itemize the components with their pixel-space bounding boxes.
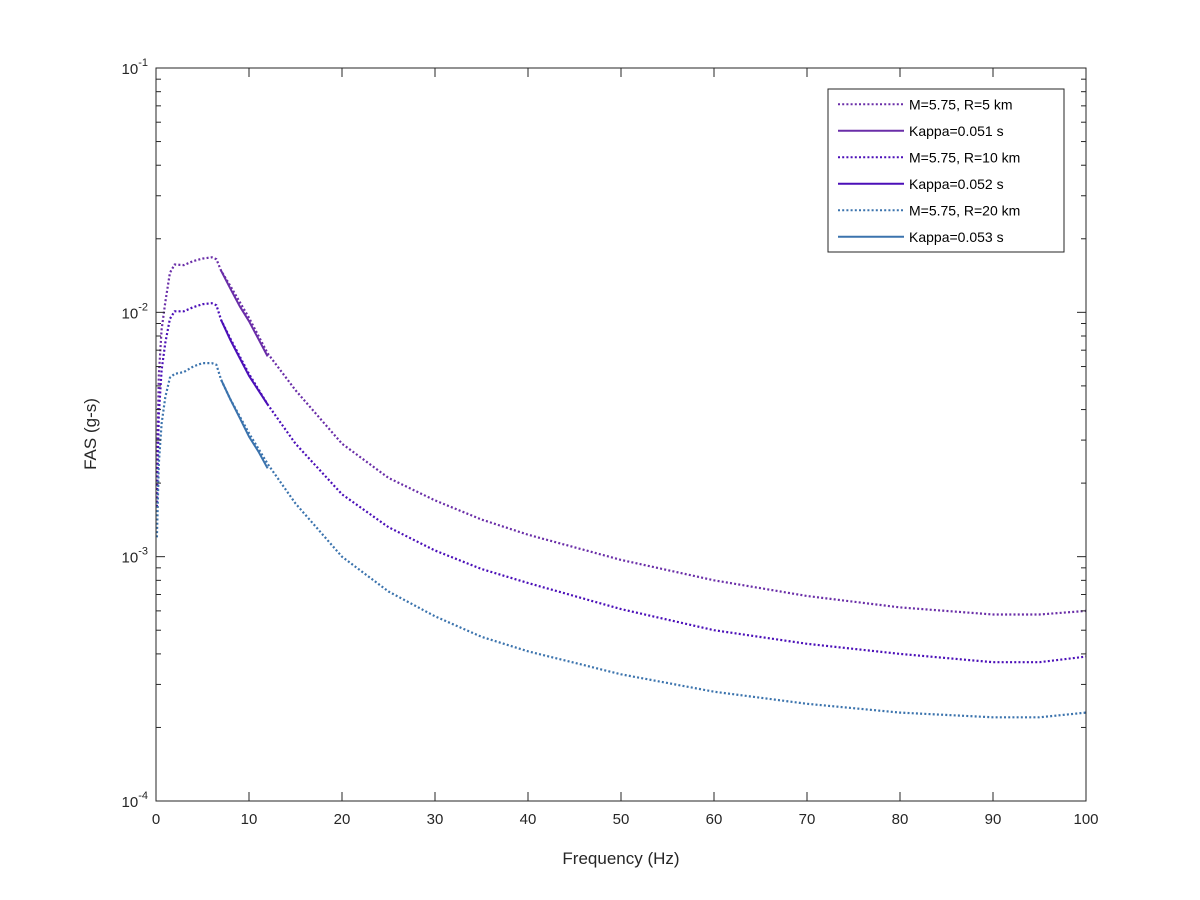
y-tick-label: 10-4: [122, 790, 148, 811]
series-line-3: [155, 302, 1087, 664]
legend-box: [827, 88, 1065, 253]
legend-entry: M=5.75, R=5 km: [909, 96, 1013, 112]
y-tick-label: 10-2: [122, 301, 148, 322]
x-tick-label: 80: [892, 811, 909, 828]
x-tick-label: 40: [520, 811, 537, 828]
y-tick-label: 10-1: [122, 57, 148, 78]
legend-entry: M=5.75, R=10 km: [909, 149, 1020, 165]
x-tick-label: 20: [334, 811, 351, 828]
x-axis-label: Frequency (Hz): [562, 849, 679, 868]
y-axis-label: FAS (g-s): [81, 398, 100, 470]
x-tick-label: 90: [985, 811, 1002, 828]
legend: M=5.75, R=5 km Kappa=0.051 s M=5.75, R=10 …: [827, 88, 1065, 253]
legend-entry: M=5.75, R=20 km: [909, 202, 1020, 218]
tick-labels-layer: 0 10 20 30 40 50 60 70 80 90 100 10-1 10-2 10-3 10-4: [122, 57, 1099, 828]
y-tick-label: 10-3: [122, 546, 148, 567]
plot-frame: [155, 67, 1087, 802]
x-tick-label: 60: [706, 811, 723, 828]
series-line-2: [220, 270, 269, 357]
x-tick-label: 10: [241, 811, 258, 828]
x-tick-label: 50: [613, 811, 630, 828]
x-tick-label: 30: [427, 811, 444, 828]
x-tick-label: 0: [152, 811, 160, 828]
x-tick-label: 70: [799, 811, 816, 828]
x-tick-label: 100: [1073, 811, 1098, 828]
series-line-6: [220, 379, 269, 469]
legend-entry: Kappa=0.052 s: [909, 176, 1004, 192]
series-layer: [155, 256, 1087, 719]
legend-entry: Kappa=0.051 s: [909, 123, 1004, 139]
series-line-4: [220, 319, 269, 405]
legend-entry: Kappa=0.053 s: [909, 229, 1004, 245]
series-line-1: [155, 256, 1087, 616]
